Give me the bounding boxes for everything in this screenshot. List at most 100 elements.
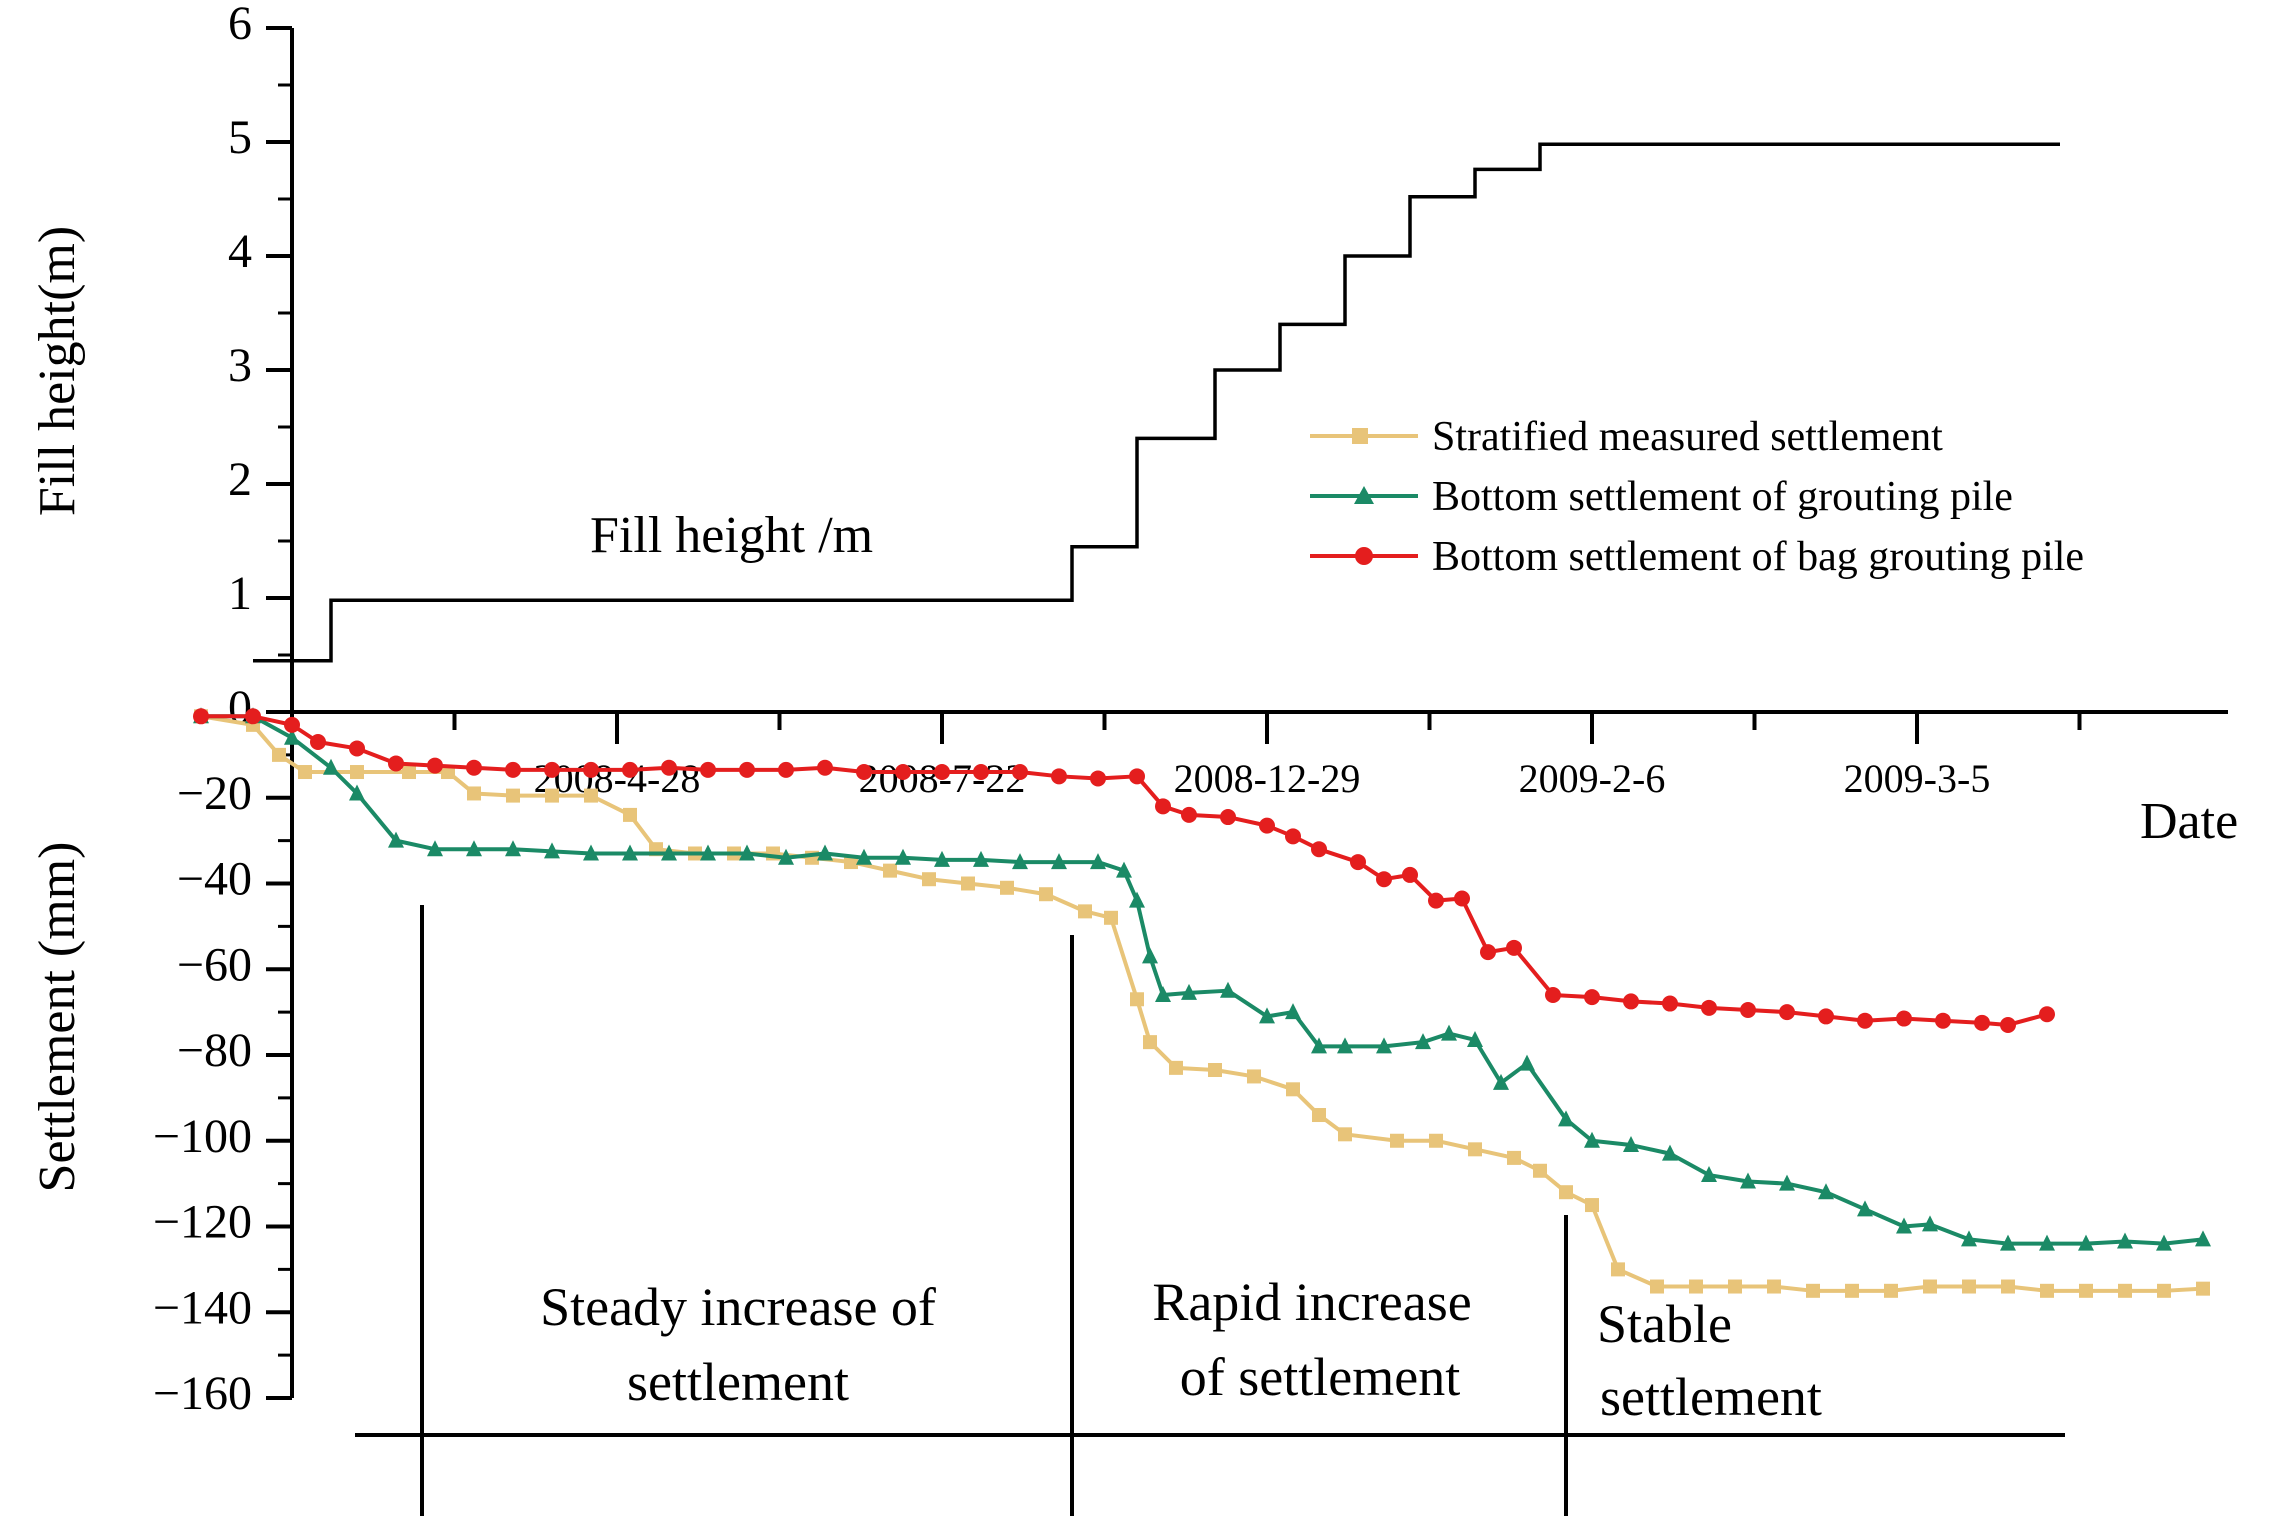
settlement-tick-label: −40 — [177, 853, 252, 906]
fill-tick-label: 6 — [228, 0, 252, 50]
circle-marker — [1662, 995, 1678, 1012]
phase-label-stable-line1: Stable — [1597, 1294, 1732, 1354]
settlement-tick-label: −140 — [153, 1281, 252, 1334]
circle-marker — [1350, 854, 1366, 871]
triangle-marker — [388, 831, 404, 848]
circle-marker — [193, 708, 209, 725]
legend-marker-square — [1352, 428, 1368, 444]
square-marker — [2079, 1283, 2093, 1298]
square-marker — [1312, 1108, 1326, 1123]
triangle-marker — [1740, 1172, 1756, 1189]
series-line — [201, 714, 2204, 1246]
x-axis-label: Date — [2140, 793, 2238, 850]
square-marker — [1078, 904, 1092, 919]
square-marker — [1390, 1133, 1404, 1148]
triangle-marker — [1129, 891, 1145, 908]
triangle-marker — [1896, 1217, 1912, 1234]
legend-label-bag-grouting: Bottom settlement of bag grouting pile — [1432, 534, 2084, 580]
phase-label-steady-line1: Steady increase of — [540, 1277, 936, 1337]
square-marker — [2196, 1281, 2210, 1296]
square-marker — [1611, 1262, 1625, 1277]
square-marker — [1845, 1283, 1859, 1298]
square-marker — [1806, 1283, 1820, 1298]
circle-marker — [1974, 1014, 1990, 1031]
square-marker — [883, 863, 897, 878]
square-marker — [1468, 1142, 1482, 1157]
square-marker — [506, 788, 520, 803]
circle-marker — [1818, 1008, 1834, 1025]
triangle-marker — [1662, 1144, 1678, 1161]
square-marker — [1169, 1060, 1183, 1075]
triangle-marker — [1701, 1166, 1717, 1183]
triangle-marker — [973, 850, 989, 867]
fill-y-axis-label: Fill height(m) — [29, 226, 86, 516]
triangle-marker — [1285, 1003, 1301, 1020]
circle-marker — [973, 764, 989, 781]
fill-height-line — [253, 142, 2060, 663]
square-marker — [1689, 1279, 1703, 1294]
legend-marker-circle — [1355, 547, 1373, 565]
circle-marker — [895, 764, 911, 781]
triangle-marker — [1519, 1054, 1535, 1071]
fill-tick-label: 5 — [228, 111, 252, 164]
x-tick-label: 2009-2-6 — [1519, 756, 1666, 801]
circle-marker — [2039, 1006, 2055, 1023]
square-marker — [1130, 992, 1144, 1007]
triangle-marker — [1441, 1024, 1457, 1041]
series-line — [200, 714, 2204, 1293]
square-marker — [2001, 1279, 2015, 1294]
square-marker — [1143, 1035, 1157, 1050]
circle-marker — [1740, 1001, 1756, 1018]
triangle-marker — [2000, 1234, 2016, 1251]
square-marker — [1767, 1279, 1781, 1294]
settlement-tick-label: −160 — [153, 1367, 252, 1420]
square-marker — [584, 788, 598, 803]
legend-item-grouting: Bottom settlement of grouting pile — [1310, 474, 2013, 520]
legend-label-grouting: Bottom settlement of grouting pile — [1432, 474, 2013, 520]
triangle-marker — [544, 842, 560, 859]
legend: Stratified measured settlement Bottom se… — [1310, 414, 2084, 580]
triangle-marker — [1779, 1174, 1795, 1191]
fill-tick-label: 3 — [228, 339, 252, 392]
triangle-marker — [661, 844, 677, 861]
circle-marker — [1428, 892, 1444, 909]
fill-height-annotation: Fill height /m — [590, 507, 873, 564]
triangle-marker — [2156, 1234, 2172, 1251]
triangle-marker — [466, 840, 482, 857]
circle-marker — [1857, 1012, 1873, 1029]
triangle-marker — [1142, 947, 1158, 964]
circle-marker — [1584, 989, 1600, 1006]
circle-marker — [583, 761, 599, 778]
circle-marker — [1181, 806, 1197, 823]
phase-label-rapid-line1: Rapid increase — [1152, 1272, 1471, 1332]
circle-marker — [1506, 939, 1522, 956]
circle-marker — [856, 764, 872, 781]
triangle-marker — [427, 840, 443, 857]
triangle-marker — [1181, 983, 1197, 1000]
axes: 1234560−20−40−60−80−100−120−140−1602008-… — [153, 0, 2228, 1420]
circle-marker — [661, 759, 677, 776]
circle-marker — [1935, 1012, 1951, 1029]
circle-marker — [1376, 871, 1392, 888]
square-marker — [1884, 1283, 1898, 1298]
square-marker — [1104, 910, 1118, 925]
legend-marker-triangle — [1354, 486, 1374, 504]
square-marker — [1247, 1069, 1261, 1084]
series-layer — [193, 142, 2211, 1298]
circle-marker — [544, 761, 560, 778]
circle-marker — [778, 761, 794, 778]
circle-marker — [1701, 999, 1717, 1016]
settlement-tick-label: −100 — [153, 1110, 252, 1163]
circle-marker — [1259, 817, 1275, 834]
square-marker — [2040, 1283, 2054, 1298]
triangle-marker — [1415, 1033, 1431, 1050]
triangle-marker — [778, 848, 794, 865]
triangle-marker — [2117, 1232, 2133, 1249]
square-marker — [467, 786, 481, 801]
settlement-tick-label: −120 — [153, 1196, 252, 1249]
triangle-marker — [349, 784, 365, 801]
series-triangle — [193, 707, 2211, 1251]
circle-marker — [700, 761, 716, 778]
circle-marker — [1012, 764, 1028, 781]
